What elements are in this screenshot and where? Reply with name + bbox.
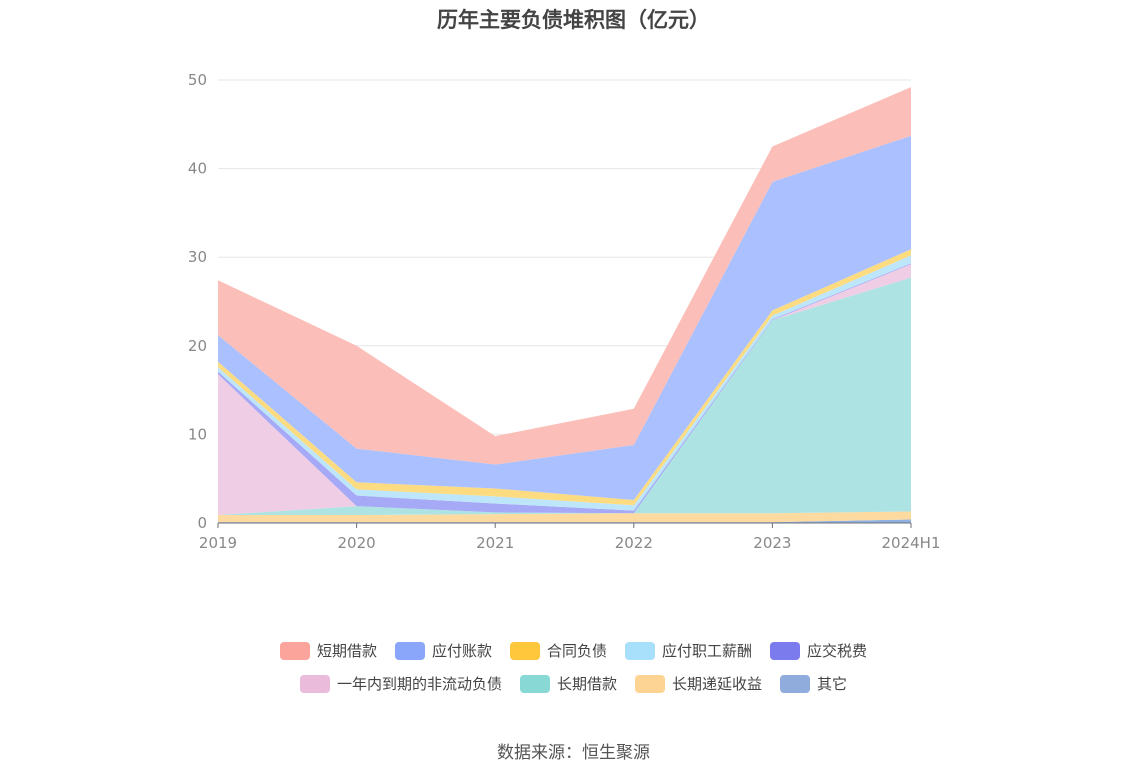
y-tick-label: 0	[197, 514, 207, 532]
legend-swatch	[299, 674, 330, 693]
x-tick-label: 2021	[476, 534, 514, 552]
legend-row-2: 一年内到期的非流动负债 长期借款 长期递延收益 其它	[0, 673, 1147, 694]
legend-row-1: 短期借款 应付账款 合同负债 应付职工薪酬 应交税费	[0, 640, 1147, 661]
chart-title: 历年主要负债堆积图（亿元）	[437, 8, 710, 32]
area-series-3	[218, 264, 911, 516]
x-tick-label: 2019	[199, 534, 237, 552]
x-tick-label: 2020	[338, 534, 376, 552]
legend-label: 一年内到期的非流动负债	[336, 675, 502, 693]
legend-item[interactable]: 合同负债	[509, 640, 607, 661]
legend-label: 合同负债	[546, 642, 607, 660]
legend-label: 长期借款	[556, 675, 617, 693]
area-chart-plot: 0 10 20 30 40 50 2019 2020 2021 2022 2023 2024H1	[188, 71, 941, 552]
area-series-8	[218, 87, 911, 465]
legend-item[interactable]: 应交税费	[770, 640, 867, 661]
area-layer	[218, 87, 911, 523]
legend-label: 长期递延收益	[672, 675, 763, 693]
area-series-2	[218, 277, 911, 516]
legend-label: 应付账款	[431, 642, 492, 660]
legend-label: 其它	[817, 675, 848, 693]
legend-item[interactable]: 应付账款	[394, 640, 492, 661]
legend-label: 短期借款	[316, 642, 377, 660]
legend-swatch	[770, 641, 801, 660]
y-tick-label: 10	[188, 425, 207, 443]
area-series-7	[218, 135, 911, 500]
legend-label: 应付职工薪酬	[662, 642, 753, 660]
source-text: 数据来源：恒生聚源	[497, 743, 650, 763]
area-series-1	[218, 511, 911, 523]
x-tick-label: 2024H1	[882, 534, 941, 552]
legend-swatch	[780, 674, 811, 693]
y-tick-label: 20	[188, 337, 207, 355]
y-tick-label: 40	[188, 160, 207, 178]
x-tick-label: 2023	[753, 534, 791, 552]
legend-item[interactable]: 短期借款	[279, 640, 377, 661]
legend-swatch	[509, 641, 540, 660]
legend-swatch	[279, 641, 310, 660]
legend-item[interactable]: 应付职工薪酬	[625, 640, 752, 661]
legend-item[interactable]: 其它	[780, 673, 847, 694]
legend-swatch	[519, 674, 550, 693]
legend-swatch	[394, 641, 425, 660]
axis-layer: 0 10 20 30 40 50 2019 2020 2021 2022 2023 2024H1	[188, 71, 941, 552]
legend-item[interactable]: 长期递延收益	[635, 673, 762, 694]
x-tick-label: 2022	[615, 534, 653, 552]
legend-swatch	[625, 641, 655, 660]
legend-item[interactable]: 一年内到期的非流动负债	[299, 673, 502, 694]
legend-swatch	[635, 674, 665, 693]
y-tick-label: 50	[188, 71, 207, 89]
legend-item[interactable]: 长期借款	[519, 673, 617, 694]
legend-label: 应交税费	[807, 642, 868, 660]
y-tick-label: 30	[188, 248, 207, 266]
